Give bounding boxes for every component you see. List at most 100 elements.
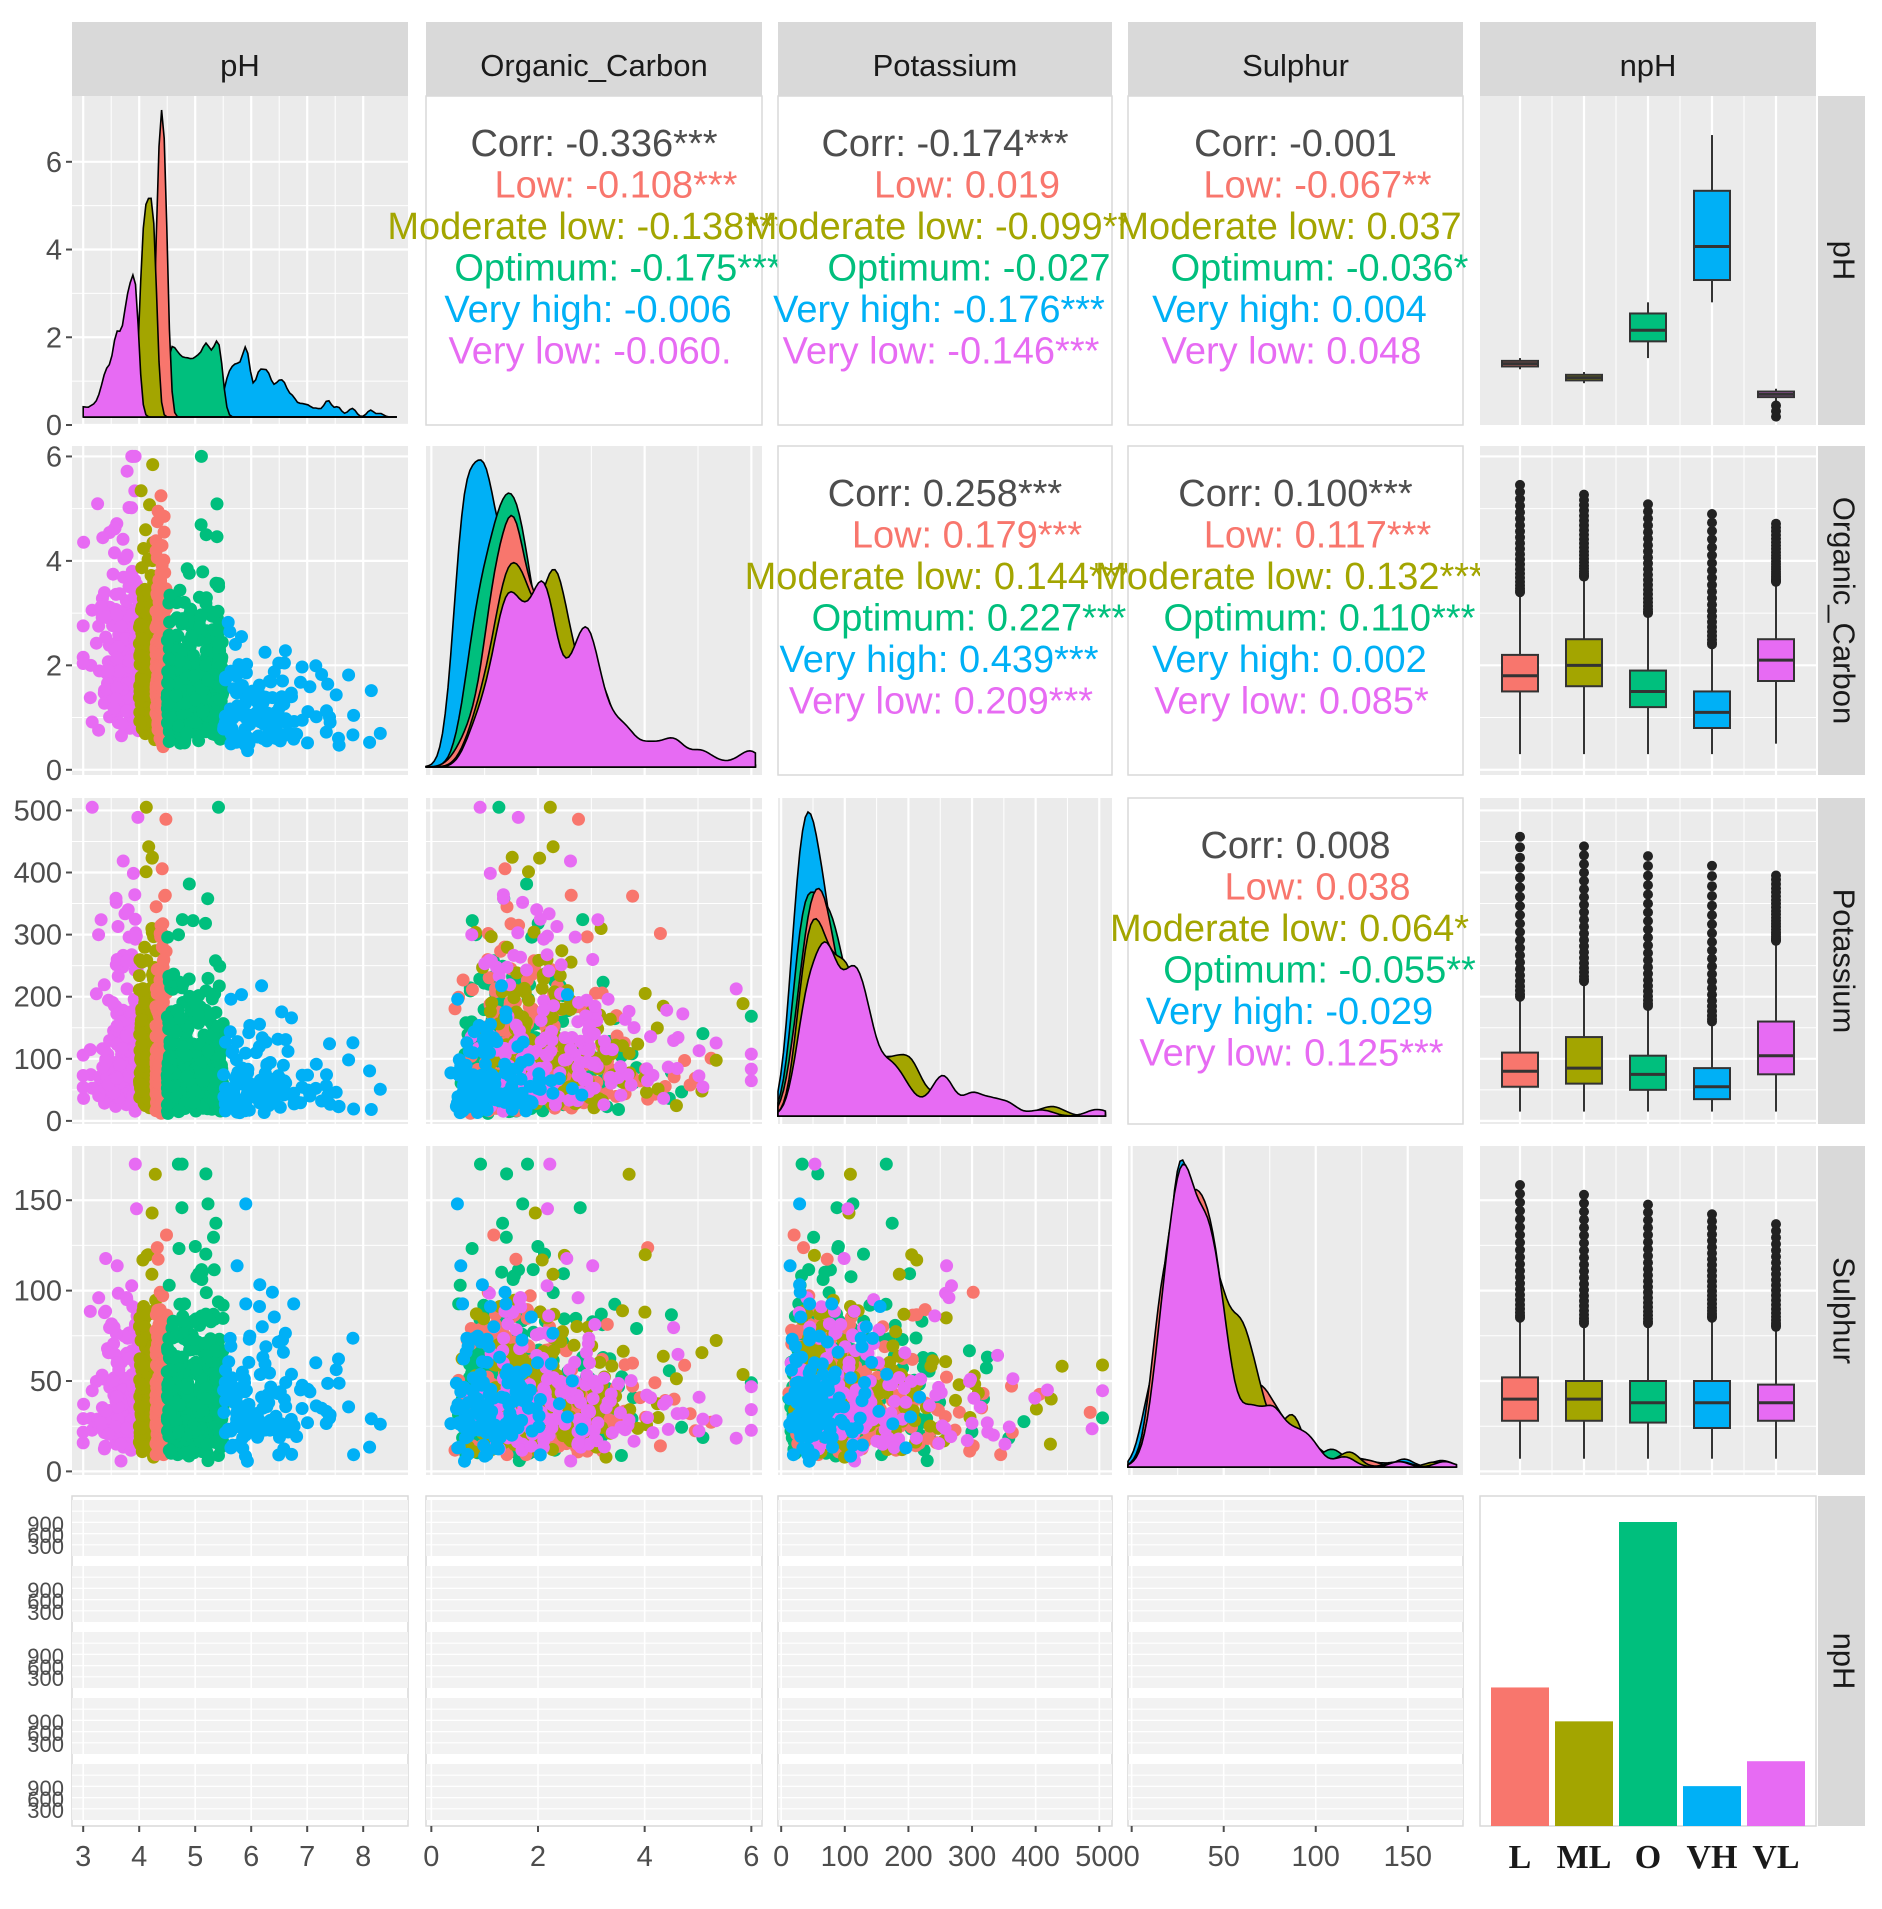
column-strip-pH: pH (72, 22, 408, 96)
scatter-point-very-low (99, 1304, 113, 1318)
scatter-point-optimum (192, 617, 206, 631)
scatter-point-optimum (201, 1044, 215, 1058)
scatter-point-optimum (199, 644, 213, 657)
scatter-point-very-high (240, 1074, 254, 1087)
strip-label: Potassium (873, 48, 1018, 83)
strip-background (1480, 22, 1816, 96)
scatter-point-very-high (320, 704, 333, 718)
scatter-point-low (159, 812, 173, 826)
scatter-point-very-low (696, 1080, 710, 1094)
scatter-point-very-high (546, 1086, 560, 1100)
strip-label: Sulphur (1826, 1257, 1861, 1364)
scatter-point-very-low (76, 1412, 90, 1426)
scatter-point-very-high (277, 1393, 291, 1406)
scatter-point-optimum (161, 1378, 175, 1392)
scatter-point-very-high (476, 1033, 490, 1047)
scatter-point-very-low (511, 926, 525, 940)
scatter-point-optimum (161, 1062, 175, 1076)
scatter-point-moderate-low (142, 840, 156, 854)
scatter-point-moderate-low (535, 982, 549, 996)
strip-background (1818, 1146, 1865, 1475)
scatter-point-moderate-low (638, 987, 652, 1000)
scatter-point-very-low (127, 992, 141, 1006)
scatter-point-very-low (76, 619, 90, 633)
scatter-point-very-low (85, 715, 99, 729)
scatter-point-very-high (474, 1097, 488, 1111)
scatter-point-very-high (495, 979, 508, 993)
scatter-point-very-high (256, 1401, 270, 1415)
scatter-point-moderate-low (533, 851, 547, 865)
row-strip-npH: npH (1818, 1496, 1865, 1826)
scatter-point-very-high (309, 1081, 323, 1095)
scatter-point-optimum (171, 1157, 185, 1171)
scatter-point-very-high (329, 688, 343, 702)
scatter-point-very-low (96, 531, 110, 545)
scatter-point-very-high (281, 726, 295, 740)
scatter-point-very-low (114, 1454, 128, 1468)
scatter-point-low (154, 489, 168, 503)
scatter-point-very-high (231, 708, 245, 722)
strip-label: Sulphur (1242, 48, 1349, 83)
strip-background (1128, 22, 1463, 96)
scatter-point-moderate-low (146, 458, 160, 472)
scatter-point-very-low (110, 608, 124, 622)
scatter-point-very-low (111, 969, 125, 983)
scatter-point-very-low (106, 567, 120, 581)
panel-Potassium-vs-pH (72, 798, 408, 1124)
scatter-point-very-high (217, 1406, 231, 1419)
scatter-point-low (151, 621, 165, 635)
strip-background (1818, 446, 1865, 775)
scatter-point-very-low (120, 1421, 134, 1435)
scatter-point-low (498, 862, 512, 876)
scatter-point-very-high (346, 728, 360, 742)
scatter-point-very-high (320, 1068, 333, 1082)
scatter-point-very-low (627, 1021, 641, 1035)
scatter-point-very-low (120, 548, 134, 562)
scatter-point-very-high (342, 1400, 356, 1414)
scatter-point-moderate-low (546, 840, 560, 854)
scatter-point-very-low (613, 1060, 627, 1074)
scatter-point-optimum (160, 1098, 174, 1112)
scatter-point-very-high (249, 1418, 263, 1432)
scatter-point-very-low (744, 1062, 758, 1076)
scatter-point-optimum (210, 497, 224, 511)
scatter-point-very-low (121, 903, 135, 917)
scatter-point-optimum (199, 1067, 213, 1081)
scatter-point-optimum (199, 658, 212, 672)
scatter-point-very-low (116, 532, 130, 546)
scatter-point-very-low (131, 810, 145, 824)
scatter-point-very-low (542, 964, 556, 978)
scatter-point-very-low (110, 1356, 124, 1370)
scatter-point-low (155, 862, 169, 876)
scatter-point-very-low (558, 1031, 572, 1045)
scatter-point-optimum (161, 930, 175, 944)
scatter-point-very-low (92, 928, 106, 942)
scatter-point-moderate-low (145, 850, 159, 864)
scatter-point-very-low (91, 497, 105, 511)
scatter-point-optimum (531, 1240, 545, 1253)
scatter-point-optimum (201, 673, 215, 687)
scatter-point-very-high (295, 1402, 309, 1415)
scatter-point-very-high (219, 1035, 232, 1049)
scatter-point-very-low (77, 535, 91, 549)
scatter-point-very-high (560, 988, 574, 1002)
scatter-point-very-low (120, 982, 134, 996)
scatter-point-very-low (116, 854, 130, 868)
scatter-point-optimum (187, 648, 200, 662)
scatter-point-very-high (294, 1383, 307, 1397)
scatter-point-moderate-low (483, 1005, 497, 1019)
panel-Organic_Carbon-vs-pH (72, 446, 408, 775)
scatter-point-very-low (520, 963, 534, 977)
scatter-point-very-low (110, 1019, 124, 1033)
scatter-point-very-high (285, 1011, 298, 1025)
scatter-point-very-low (107, 701, 121, 715)
scatter-point-very-low (77, 1091, 91, 1105)
scatter-point-very-high (520, 1098, 534, 1112)
scatter-point-very-high (277, 656, 291, 670)
scatter-point-low (155, 539, 169, 552)
scatter-point-very-low (98, 1439, 112, 1453)
scatter-point-very-high (507, 1098, 521, 1111)
scatter-point-very-low (125, 1004, 139, 1018)
strip-label: Potassium (1826, 889, 1861, 1034)
scatter-point-very-high (256, 732, 270, 745)
